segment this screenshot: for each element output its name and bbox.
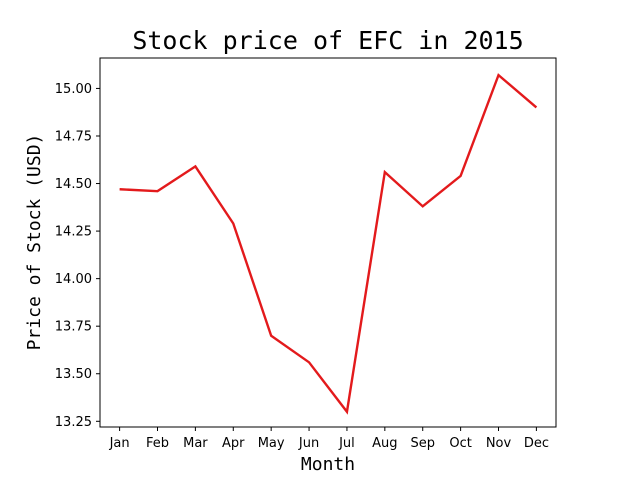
x-tick-label: Nov <box>486 436 512 451</box>
y-tick-label: 14.25 <box>55 225 92 240</box>
x-tick-label: May <box>258 436 285 451</box>
x-axis-label: Month <box>301 454 355 475</box>
y-axis: 13.25 13.50 13.75 14.00 14.25 14.50 14.75 15.00 <box>55 82 100 430</box>
x-tick-label: Mar <box>183 436 208 451</box>
y-tick-label: 14.75 <box>55 129 92 144</box>
x-tick-label: Sep <box>410 436 435 451</box>
y-axis-label: Price of Stock (USD) <box>24 134 45 351</box>
y-tick-label: 13.75 <box>55 320 92 335</box>
x-tick-label: Feb <box>146 436 169 451</box>
y-tick-label: 15.00 <box>55 82 92 97</box>
x-tick-label: Apr <box>222 436 245 451</box>
series-line <box>119 73 538 415</box>
chart-title: Stock price of EFC in 2015 <box>132 26 523 55</box>
x-tick-label: Dec <box>524 436 549 451</box>
plot-area-frame <box>99 57 557 428</box>
x-tick-label: Aug <box>372 436 397 451</box>
x-axis: Jan Feb Mar Apr May Jun Jul Aug Sep Oct Nov Dec <box>109 427 549 451</box>
y-tick-label: 13.25 <box>55 415 92 430</box>
y-tick-label: 13.50 <box>55 367 92 382</box>
x-tick-label: Jun <box>298 436 319 451</box>
x-tick-label: Oct <box>449 436 471 451</box>
y-tick-label: 14.00 <box>55 272 92 287</box>
y-tick-label: 14.50 <box>55 177 92 192</box>
x-tick-label: Jan <box>109 436 130 451</box>
x-tick-label: Jul <box>338 436 355 451</box>
